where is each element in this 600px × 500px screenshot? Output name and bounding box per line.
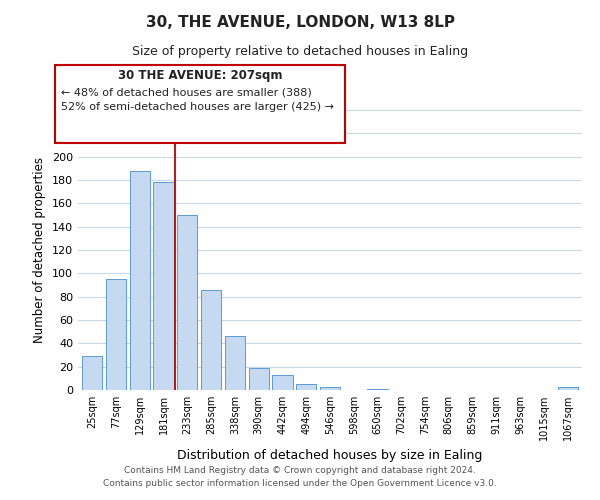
Y-axis label: Number of detached properties: Number of detached properties	[34, 157, 46, 343]
Text: 30, THE AVENUE, LONDON, W13 8LP: 30, THE AVENUE, LONDON, W13 8LP	[146, 15, 455, 30]
Bar	[248, 368, 269, 390]
Bar	[130, 170, 150, 390]
Text: Size of property relative to detached houses in Ealing: Size of property relative to detached ho…	[132, 45, 468, 58]
Bar	[557, 386, 578, 390]
Text: Contains HM Land Registry data © Crown copyright and database right 2024.
Contai: Contains HM Land Registry data © Crown c…	[103, 466, 497, 487]
Bar	[367, 389, 388, 390]
Bar	[201, 290, 221, 390]
Bar	[272, 375, 293, 390]
Bar	[82, 356, 103, 390]
Bar	[225, 336, 245, 390]
Text: ← 48% of detached houses are smaller (388): ← 48% of detached houses are smaller (38…	[61, 88, 312, 98]
Text: 52% of semi-detached houses are larger (425) →: 52% of semi-detached houses are larger (…	[61, 102, 334, 113]
Bar	[320, 386, 340, 390]
Bar	[296, 384, 316, 390]
Bar	[154, 182, 173, 390]
Bar	[177, 215, 197, 390]
Text: 30 THE AVENUE: 207sqm: 30 THE AVENUE: 207sqm	[118, 69, 283, 82]
Bar	[106, 279, 126, 390]
X-axis label: Distribution of detached houses by size in Ealing: Distribution of detached houses by size …	[178, 448, 482, 462]
